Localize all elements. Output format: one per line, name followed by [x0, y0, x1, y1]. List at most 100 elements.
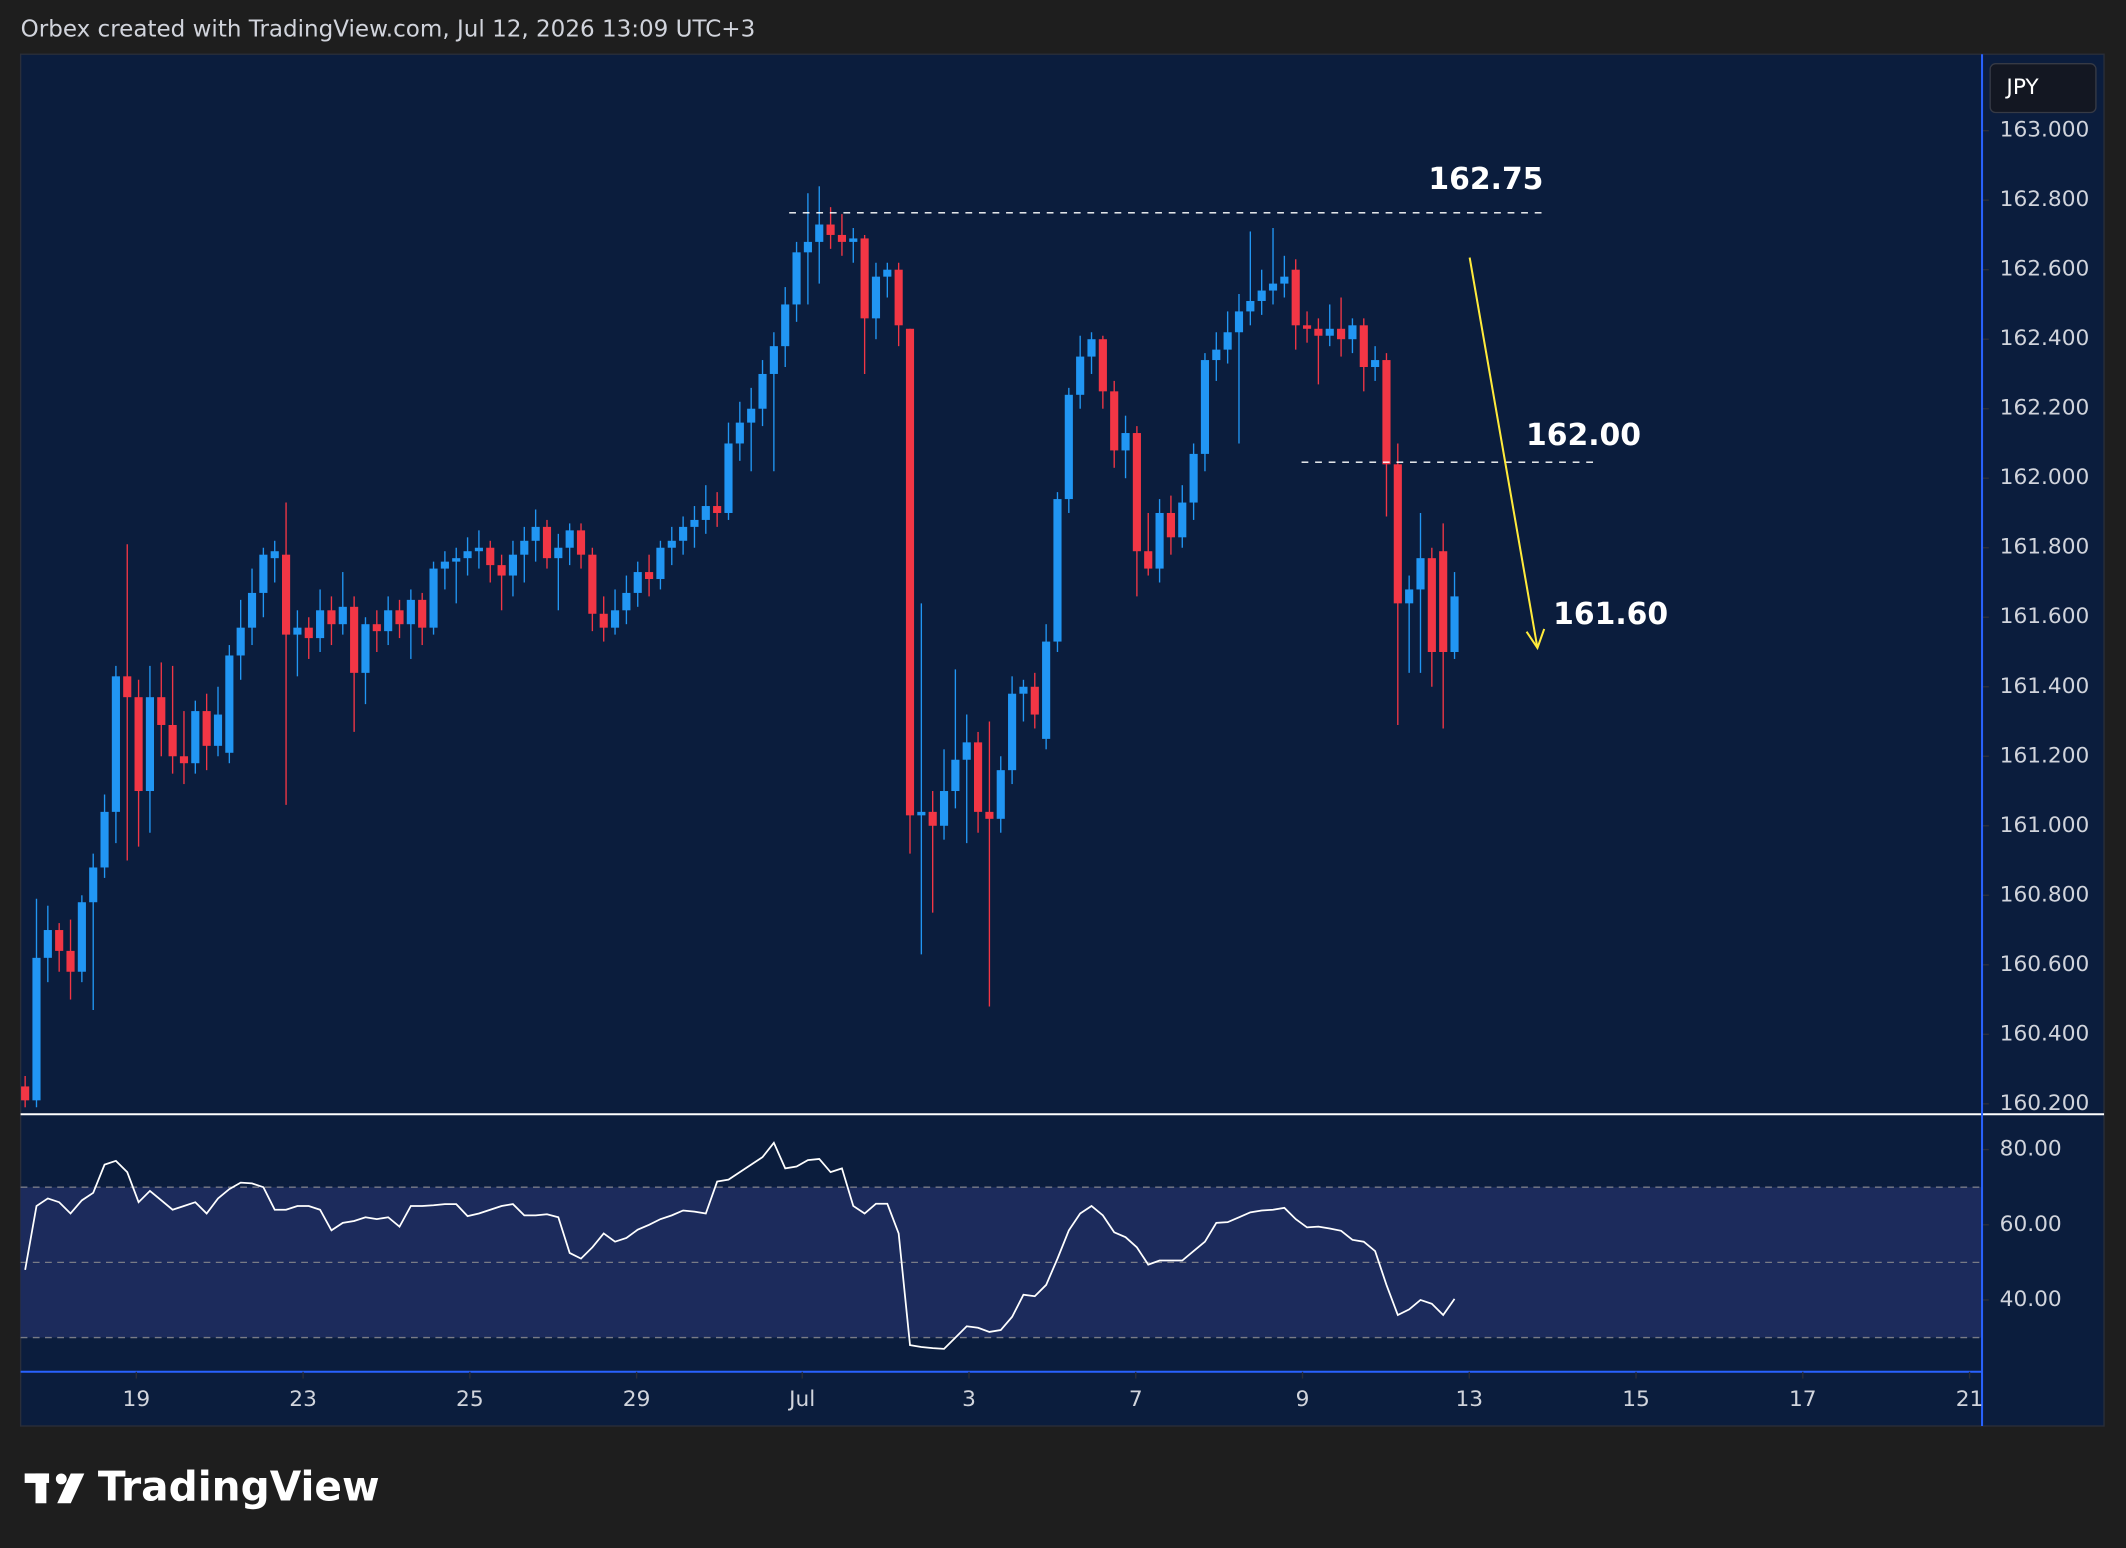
candle-body: [350, 606, 359, 673]
y-tick-label: 80.00: [2000, 1137, 2062, 1162]
candle-body: [1348, 325, 1357, 340]
candle-body: [66, 950, 75, 972]
annotation: 162.75: [1428, 162, 1543, 197]
candle-body: [815, 224, 824, 242]
header-text: Orbex created with TradingView.com, Jul …: [21, 16, 756, 42]
candle-body: [1405, 589, 1414, 604]
candle-body: [111, 676, 120, 812]
x-tick-label: 7: [1129, 1387, 1143, 1412]
x-tick-label: 23: [289, 1387, 317, 1412]
candle-body: [259, 554, 268, 593]
y-tick-label: 160.200: [2000, 1091, 2090, 1116]
price-pane: [21, 130, 1989, 1108]
annotation: 162.00: [1526, 418, 1641, 453]
candle-body: [1246, 300, 1255, 312]
candle-body: [452, 558, 461, 562]
candle-body: [1280, 276, 1289, 284]
candle-body: [679, 526, 688, 541]
y-tick-label: 162.000: [2000, 465, 2090, 490]
candle-body: [361, 624, 370, 673]
candle-body: [406, 599, 415, 625]
candle-body: [610, 610, 620, 628]
candle-body: [32, 957, 41, 1101]
y-tick-label: 60.00: [2000, 1212, 2062, 1237]
candle-body: [281, 554, 291, 635]
candle-body: [1098, 339, 1107, 392]
logo-text: TradingView: [98, 1463, 380, 1511]
candle-body: [826, 224, 835, 235]
y-tick-label: 162.800: [2000, 187, 2090, 212]
candle-body: [1382, 360, 1391, 465]
currency-box[interactable]: [1989, 63, 2097, 114]
candle-body: [157, 697, 166, 725]
candle-body: [758, 373, 767, 409]
candle-body: [781, 304, 790, 347]
candle-body: [974, 742, 983, 812]
candle-body: [1302, 325, 1312, 329]
y-tick-label: 163.000: [2000, 118, 2090, 143]
candle-body: [123, 676, 132, 698]
candle-body: [520, 540, 529, 555]
candle-body: [837, 234, 847, 242]
candle-body: [588, 554, 597, 614]
annotation: 161.60: [1553, 597, 1668, 632]
x-tick-label: 9: [1296, 1387, 1310, 1412]
candle-body: [89, 867, 98, 903]
candle-body: [1393, 464, 1402, 604]
y-tick-label: 162.600: [2000, 257, 2090, 282]
candle-body: [633, 572, 642, 593]
candle-body: [1030, 686, 1039, 715]
candle-body: [690, 519, 699, 527]
y-tick-label: 161.800: [2000, 535, 2090, 560]
y-tick-label: 160.800: [2000, 882, 2090, 907]
candle-body: [701, 506, 710, 520]
candle-body: [191, 711, 200, 764]
candle-body: [1359, 325, 1368, 368]
candle-body: [179, 756, 189, 764]
rsi-pane: [20, 1141, 1989, 1350]
candle-body: [1223, 332, 1232, 350]
candle-body: [327, 610, 336, 625]
candle-body: [486, 547, 495, 566]
y-tick-label: 162.200: [2000, 396, 2090, 421]
candle-body: [474, 547, 483, 552]
x-tick-label: 21: [1956, 1387, 1984, 1412]
candle-body: [1110, 391, 1119, 451]
candle-body: [293, 627, 302, 635]
candle-body: [1268, 283, 1278, 291]
y-tick-label: 161.600: [2000, 604, 2090, 629]
candle-body: [1132, 433, 1141, 552]
arrow: [1468, 257, 1546, 651]
candle-body: [1371, 360, 1380, 368]
candle-body: [1200, 360, 1210, 454]
y-tick-label: 162.400: [2000, 326, 2090, 351]
candle-body: [1325, 328, 1334, 336]
candle-body: [962, 742, 971, 760]
y-tick-label: 161.200: [2000, 743, 2090, 768]
candle-body: [724, 443, 733, 513]
candle-body: [21, 1086, 30, 1101]
candle-body: [1212, 349, 1221, 361]
x-tick-label: 29: [623, 1387, 651, 1412]
candle-body: [656, 547, 665, 580]
candle-body: [599, 613, 608, 628]
candle-body: [769, 346, 778, 374]
candle-body: [1121, 433, 1130, 451]
candle-body: [542, 526, 552, 559]
candle-body: [1144, 551, 1153, 569]
candle-body: [747, 408, 756, 423]
candle-body: [338, 606, 347, 625]
candle-body: [236, 627, 245, 656]
candle-body: [905, 328, 915, 816]
candle-body: [1178, 502, 1187, 538]
candle-body: [429, 568, 438, 628]
x-tick-label: Jul: [787, 1387, 815, 1412]
candle-body: [247, 592, 257, 628]
y-tick-label: 161.000: [2000, 813, 2090, 838]
candle-body: [43, 930, 52, 958]
candle-body: [951, 759, 960, 792]
candle-body: [304, 627, 313, 639]
currency-label[interactable]: JPY: [2004, 75, 2039, 100]
x-tick-label: 15: [1622, 1387, 1650, 1412]
